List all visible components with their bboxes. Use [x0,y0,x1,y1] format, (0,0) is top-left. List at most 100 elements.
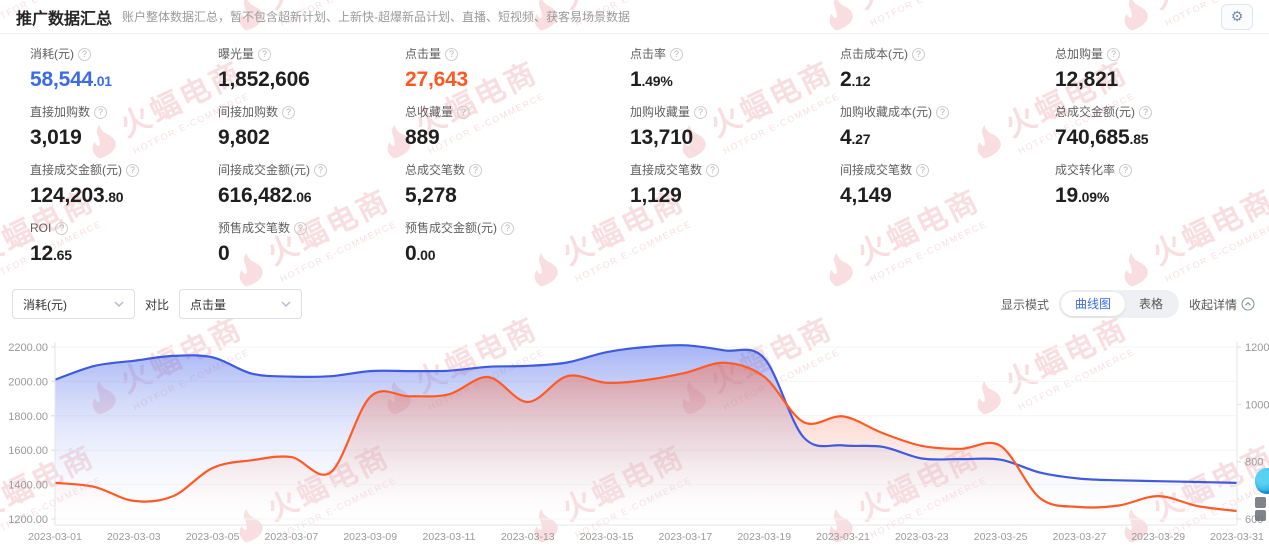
svg-text:2023-03-23: 2023-03-23 [895,531,949,543]
metric-select-value: 消耗(元) [23,297,67,312]
chevron-up-circle-icon [1241,297,1255,311]
collapse-details-link[interactable]: 收起详情 [1189,296,1255,313]
metric-value: 0 [218,242,230,265]
svg-text:800: 800 [1245,457,1263,469]
help-icon[interactable]: ? [1107,47,1121,61]
chevron-down-icon [281,301,291,307]
metric-label: 总加购量? [1055,46,1243,62]
metric-label-text: 总成交笔数 [405,163,466,177]
metric-value: 58,544.01 [30,68,112,91]
metric-label-text: 加购收藏量 [630,105,691,119]
metric-label: 直接成交笔数? [630,162,840,178]
metric-label-text: 直接加购数 [30,105,91,119]
svg-text:2023-03-21: 2023-03-21 [816,531,870,543]
metric-label-text: 预售成交金额(元) [405,221,497,235]
metric-label: 点击成本(元)? [840,46,1055,62]
floating-mascot-widget[interactable] [1255,468,1269,521]
svg-text:2023-03-11: 2023-03-11 [423,531,476,543]
header: 推广数据汇总 账户整体数据汇总，暂不包含超新计划、上新快-超爆新品计划、直播、短… [0,0,1269,34]
display-mode-label: 显示模式 [1000,297,1049,312]
help-icon[interactable]: ? [1139,105,1152,119]
help-icon[interactable]: ? [126,163,139,177]
svg-text:2023-03-29: 2023-03-29 [1131,531,1185,543]
metric-label-text: 直接成交金额(元) [30,163,122,177]
metric-value: 0.00 [405,242,436,265]
metric-value: 2.12 [840,68,871,91]
metric-card: 间接成交笔数? 4,149 [840,162,1055,220]
metric-card: 总收藏量? 889 [405,104,630,162]
metric-value: 889 [405,126,440,149]
help-icon[interactable]: ? [282,105,296,119]
metric-label: 直接加购数? [30,104,218,120]
svg-text:2023-03-19: 2023-03-19 [737,531,791,543]
metric-card: 间接加购数? 9,802 [218,104,405,162]
metric-card: 曝光量? 1,852,606 [218,46,405,104]
help-icon[interactable]: ? [916,163,930,177]
metric-value: 13,710 [630,126,694,149]
svg-text:2000.00: 2000.00 [8,376,48,388]
svg-text:2023-03-27: 2023-03-27 [1053,531,1107,543]
svg-text:2023-03-17: 2023-03-17 [659,531,713,543]
metric-card: 点击量? 27,643 [405,46,630,104]
metric-card: 预售成交笔数? 0 [218,220,405,278]
help-icon[interactable]: ? [94,105,108,119]
metric-value: 740,685.85 [1055,126,1149,149]
svg-text:2023-03-25: 2023-03-25 [974,531,1028,543]
metric-label: 曝光量? [218,46,405,62]
help-icon[interactable]: ? [55,221,69,235]
metric-value: 1.49% [630,68,673,91]
metric-label-text: 消耗(元) [30,47,74,61]
metric-label: 点击率? [630,46,840,62]
metric-value: 616,482.06 [218,184,312,207]
trend-chart[interactable]: 2200.00 2000.00 1800.00 1600.00 1400.00 1200.… [0,336,1269,547]
svg-text:1400.00: 1400.00 [8,480,48,492]
compare-select[interactable]: 点击量 [179,289,303,319]
help-icon[interactable]: ? [78,47,91,61]
help-icon[interactable]: ? [1119,163,1133,177]
page-title: 推广数据汇总 [16,10,113,28]
metric-card: 间接成交金额(元)? 616,482.06 [218,162,405,220]
svg-text:1600.00: 1600.00 [8,445,48,457]
help-icon[interactable]: ? [294,221,308,235]
help-icon[interactable]: ? [445,47,459,61]
metric-label: ROI? [30,220,218,236]
metric-label: 加购收藏成本(元)? [840,104,1055,120]
metric-label: 总成交金额(元)? [1055,104,1243,120]
metric-card: 预售成交金额(元)? 0.00 [405,220,630,278]
metric-value: 124,203.80 [30,184,124,207]
metric-select[interactable]: 消耗(元) [12,289,135,319]
help-icon[interactable]: ? [706,163,720,177]
svg-text:2023-03-09: 2023-03-09 [343,531,397,543]
help-icon[interactable]: ? [670,47,684,61]
metric-value: 12,821 [1055,68,1119,91]
metric-value: 4.27 [840,126,871,149]
mode-curve-option[interactable]: 曲线图 [1060,292,1125,316]
metric-label: 预售成交金额(元)? [405,220,630,236]
metric-label-text: 间接成交金额(元) [218,163,310,177]
help-icon[interactable]: ? [457,105,471,119]
help-icon[interactable]: ? [469,163,483,177]
mode-table-option[interactable]: 表格 [1138,297,1163,311]
help-icon[interactable]: ? [694,105,708,119]
mascot-caption-fragment [1255,497,1269,521]
svg-text:1000: 1000 [1245,399,1269,411]
metrics-grid: 消耗(元)? 58,544.01 曝光量? 1,852,606 点击量? 27,643 点击… [30,46,1243,278]
svg-text:1200.00: 1200.00 [8,514,48,526]
metric-label-text: 总成交金额(元) [1055,105,1135,119]
metric-label-text: 点击量 [405,47,442,61]
page-subtitle: 账户整体数据汇总，暂不包含超新计划、上新快-超爆新品计划、直播、短视频、获客易场… [122,10,631,24]
help-icon[interactable]: ? [501,221,514,235]
help-icon[interactable]: ? [936,105,949,119]
metric-value: 9,802 [218,126,270,149]
metric-label: 间接成交笔数? [840,162,1055,178]
metric-label-text: 间接加购数 [218,105,279,119]
metric-label: 总成交笔数? [405,162,630,178]
help-icon[interactable]: ? [314,163,327,177]
metric-card: 直接加购数? 3,019 [30,104,218,162]
metric-value: 27,643 [405,68,469,91]
metric-card: 点击率? 1.49% [630,46,840,104]
settings-button[interactable]: ⚙ [1221,3,1253,30]
help-icon[interactable]: ? [912,47,925,61]
help-icon[interactable]: ? [258,47,272,61]
